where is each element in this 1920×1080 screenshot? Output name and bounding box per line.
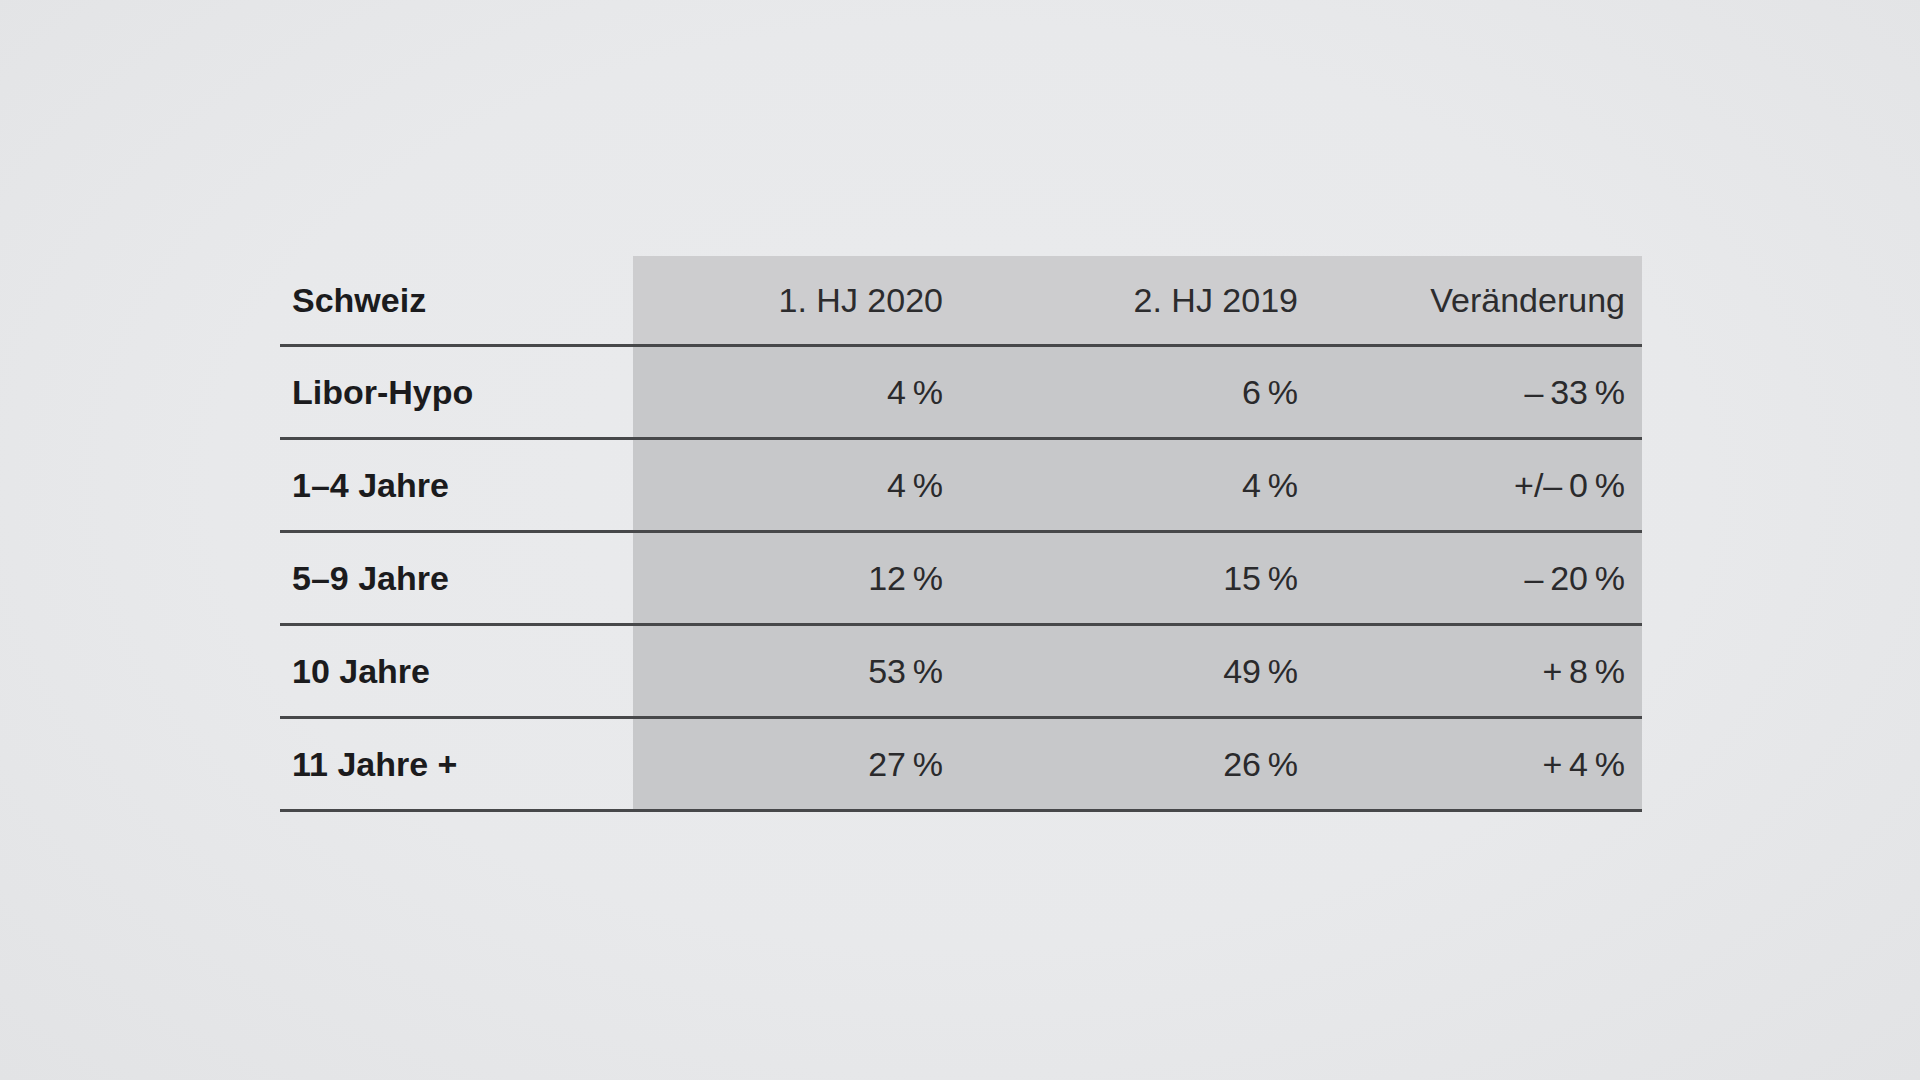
page-background: Schweiz 1. HJ 2020 2. HJ 2019 Veränderun… <box>0 0 1920 1080</box>
column-header-veraenderung: Veränderung <box>1298 283 1642 317</box>
row-label: 11 Jahre + <box>280 747 633 781</box>
mortgage-duration-table: Schweiz 1. HJ 2020 2. HJ 2019 Veränderun… <box>280 256 1642 812</box>
value-hj2019: 4 % <box>943 468 1298 502</box>
value-hj2020: 4 % <box>633 468 943 502</box>
table-title: Schweiz <box>280 283 633 317</box>
value-change: – 33 % <box>1298 375 1642 409</box>
value-hj2019: 15 % <box>943 561 1298 595</box>
table-header-row: Schweiz 1. HJ 2020 2. HJ 2019 Veränderun… <box>280 256 1642 347</box>
column-header-1-hj-2020: 1. HJ 2020 <box>633 283 943 317</box>
value-hj2020: 12 % <box>633 561 943 595</box>
value-hj2019: 26 % <box>943 747 1298 781</box>
row-label: 5–9 Jahre <box>280 561 633 595</box>
table-row-11-jahre-plus: 11 Jahre + 27 % 26 % + 4 % <box>280 719 1642 812</box>
value-hj2020: 53 % <box>633 654 943 688</box>
table-row-1-4-jahre: 1–4 Jahre 4 % 4 % +/– 0 % <box>280 440 1642 533</box>
table-row-libor-hypo: Libor-Hypo 4 % 6 % – 33 % <box>280 347 1642 440</box>
value-change: +/– 0 % <box>1298 468 1642 502</box>
value-hj2020: 27 % <box>633 747 943 781</box>
row-label: 1–4 Jahre <box>280 468 633 502</box>
table-row-5-9-jahre: 5–9 Jahre 12 % 15 % – 20 % <box>280 533 1642 626</box>
value-change: + 8 % <box>1298 654 1642 688</box>
column-header-2-hj-2019: 2. HJ 2019 <box>943 283 1298 317</box>
table-row-10-jahre: 10 Jahre 53 % 49 % + 8 % <box>280 626 1642 719</box>
value-hj2020: 4 % <box>633 375 943 409</box>
value-change: + 4 % <box>1298 747 1642 781</box>
value-change: – 20 % <box>1298 561 1642 595</box>
row-label: 10 Jahre <box>280 654 633 688</box>
row-label: Libor-Hypo <box>280 375 633 409</box>
value-hj2019: 6 % <box>943 375 1298 409</box>
value-hj2019: 49 % <box>943 654 1298 688</box>
